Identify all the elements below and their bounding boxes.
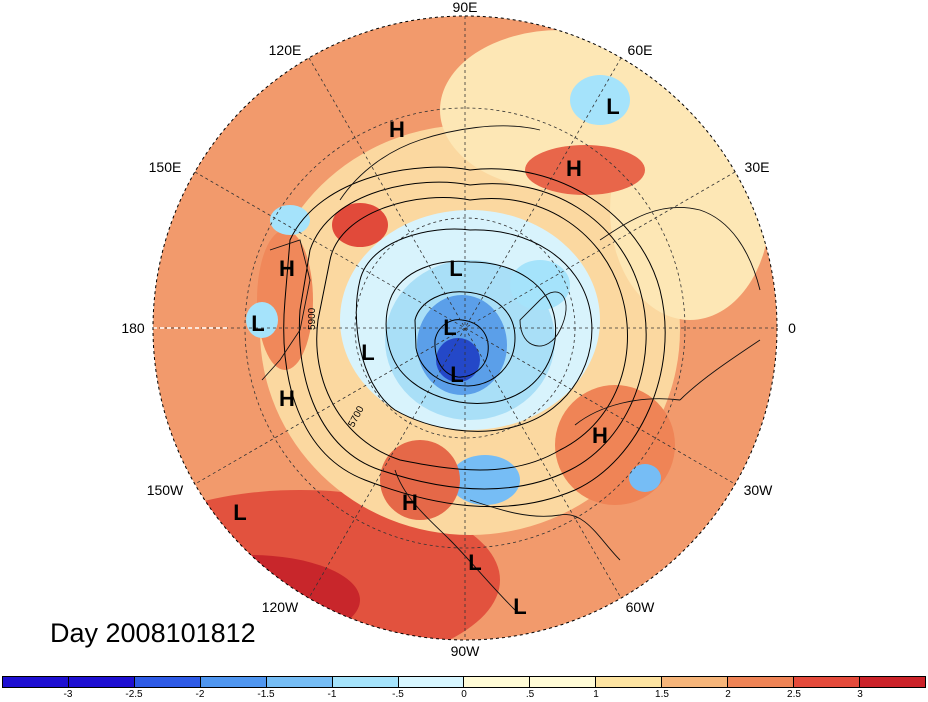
high-center: H	[402, 490, 418, 515]
colorbar-swatch	[200, 677, 267, 687]
field-warm-southwest-us	[380, 440, 460, 520]
contour-5900	[283, 166, 666, 508]
colorbar-tick-label: -1.5	[257, 689, 275, 700]
colorbar-tick-label: -.5	[392, 689, 404, 700]
contour-5700	[316, 197, 628, 471]
colorbar-tick-label: -1	[327, 689, 337, 700]
lon-label-60e: 60E	[628, 42, 653, 58]
contour-5300	[434, 319, 489, 378]
field-pale-east	[610, 100, 770, 320]
high-center: H	[279, 256, 295, 281]
graticule	[153, 16, 777, 640]
field-cold-northpacific	[246, 302, 278, 338]
low-center: L	[443, 315, 456, 340]
pressure-centers: H L H L H L L L H H L H L L L H	[233, 94, 619, 619]
colorbar-swatch	[662, 677, 729, 687]
colorbar-swatch	[266, 677, 333, 687]
high-center: H	[279, 386, 295, 411]
high-center: H	[592, 423, 608, 448]
meridian-120e-60w	[308, 57, 622, 599]
colorbar-tick-label: 0	[461, 689, 467, 700]
colorbar	[2, 676, 926, 688]
colorbar-tick-label: 3	[857, 689, 863, 700]
colorbar-swatch	[596, 677, 663, 687]
low-center: L	[361, 340, 374, 365]
field-cold-siberia	[570, 75, 630, 125]
high-center: H	[566, 156, 582, 181]
map-boundary	[152, 15, 778, 641]
colorbar-swatch	[134, 677, 201, 687]
lon-label-30w: 30W	[744, 482, 774, 498]
colorbar-swatch	[794, 677, 860, 687]
colorbar-swatch	[530, 677, 597, 687]
colorbar-swatch	[464, 677, 531, 687]
map-title: Day 2008101812	[50, 618, 256, 648]
coast-north-america-west	[394, 469, 516, 611]
coast-africa	[679, 339, 761, 401]
coast-greenland-south	[574, 398, 681, 426]
lon-label-90e: 90E	[453, 0, 478, 15]
contour-5500	[385, 260, 557, 404]
field-warm-europe	[525, 145, 645, 195]
lon-label-90w: 90W	[451, 643, 481, 659]
height-contours	[283, 166, 666, 508]
coast-gulf	[469, 499, 621, 561]
coast-pacific	[261, 239, 311, 381]
lon-label-0: 0	[788, 320, 796, 336]
colorbar-tick-label: 1.5	[655, 689, 669, 700]
colorbar-tick-label: 2	[725, 689, 731, 700]
low-center: L	[468, 550, 481, 575]
coastlines	[261, 125, 761, 611]
coast-greenland	[519, 291, 567, 347]
colorbar-swatch	[332, 677, 399, 687]
field-cold-bering	[270, 205, 310, 235]
lon-label-150w: 150W	[147, 482, 184, 498]
lon-label-180: 180	[121, 320, 145, 336]
lon-label-120w: 120W	[262, 599, 299, 615]
meridian-150e-30w	[194, 171, 736, 485]
field-cold-greenland	[510, 260, 570, 310]
lon-label-150e: 150E	[149, 159, 182, 175]
low-center: L	[450, 362, 463, 387]
low-center: L	[606, 94, 619, 119]
field-warm-alaska	[332, 203, 388, 247]
longitude-labels: 90E 120E 60E 150E 30E 180 0 150W 30W 120…	[121, 0, 796, 659]
colorbar-tick-label: -2.5	[125, 689, 143, 700]
lon-label-120e: 120E	[269, 42, 302, 58]
meridian-30e-150w	[194, 171, 736, 485]
field-cold-eastern-us	[450, 455, 520, 505]
colorbar-tick-label: 1	[593, 689, 599, 700]
field-cold-northatlantic	[629, 464, 661, 492]
colorbar-swatch	[68, 677, 135, 687]
colorbar-swatch	[398, 677, 465, 687]
coast-siberia	[339, 125, 541, 201]
low-center: L	[513, 594, 526, 619]
lon-label-60w: 60W	[626, 599, 656, 615]
lon-label-30e: 30E	[745, 159, 770, 175]
colorbar-tick-label: .5	[525, 689, 535, 700]
coast-europe	[599, 206, 761, 291]
field-coldest-core	[436, 338, 480, 382]
high-center: H	[389, 117, 405, 142]
colorbar-ticks: -3 -2.5 -2 -1.5 -1 -.5 0 .5 1 1.5 2 2.5 3	[2, 689, 926, 702]
contour-5400	[414, 291, 516, 387]
contour-label-5900: 5900	[307, 307, 318, 330]
colorbar-tick-label: 2.5	[787, 689, 801, 700]
meridian-60e-120w	[308, 57, 622, 599]
low-center: L	[449, 256, 462, 281]
colorbar-swatch	[3, 677, 69, 687]
colorbar-swatch	[728, 677, 795, 687]
contour-5800	[298, 181, 647, 490]
colorbar-tick-label: -3	[63, 689, 73, 700]
low-center: L	[233, 500, 246, 525]
low-center: L	[251, 311, 264, 336]
contour-5600	[355, 228, 593, 432]
colorbar-swatch	[859, 677, 925, 687]
colorbar-tick-label: -2	[195, 689, 205, 700]
